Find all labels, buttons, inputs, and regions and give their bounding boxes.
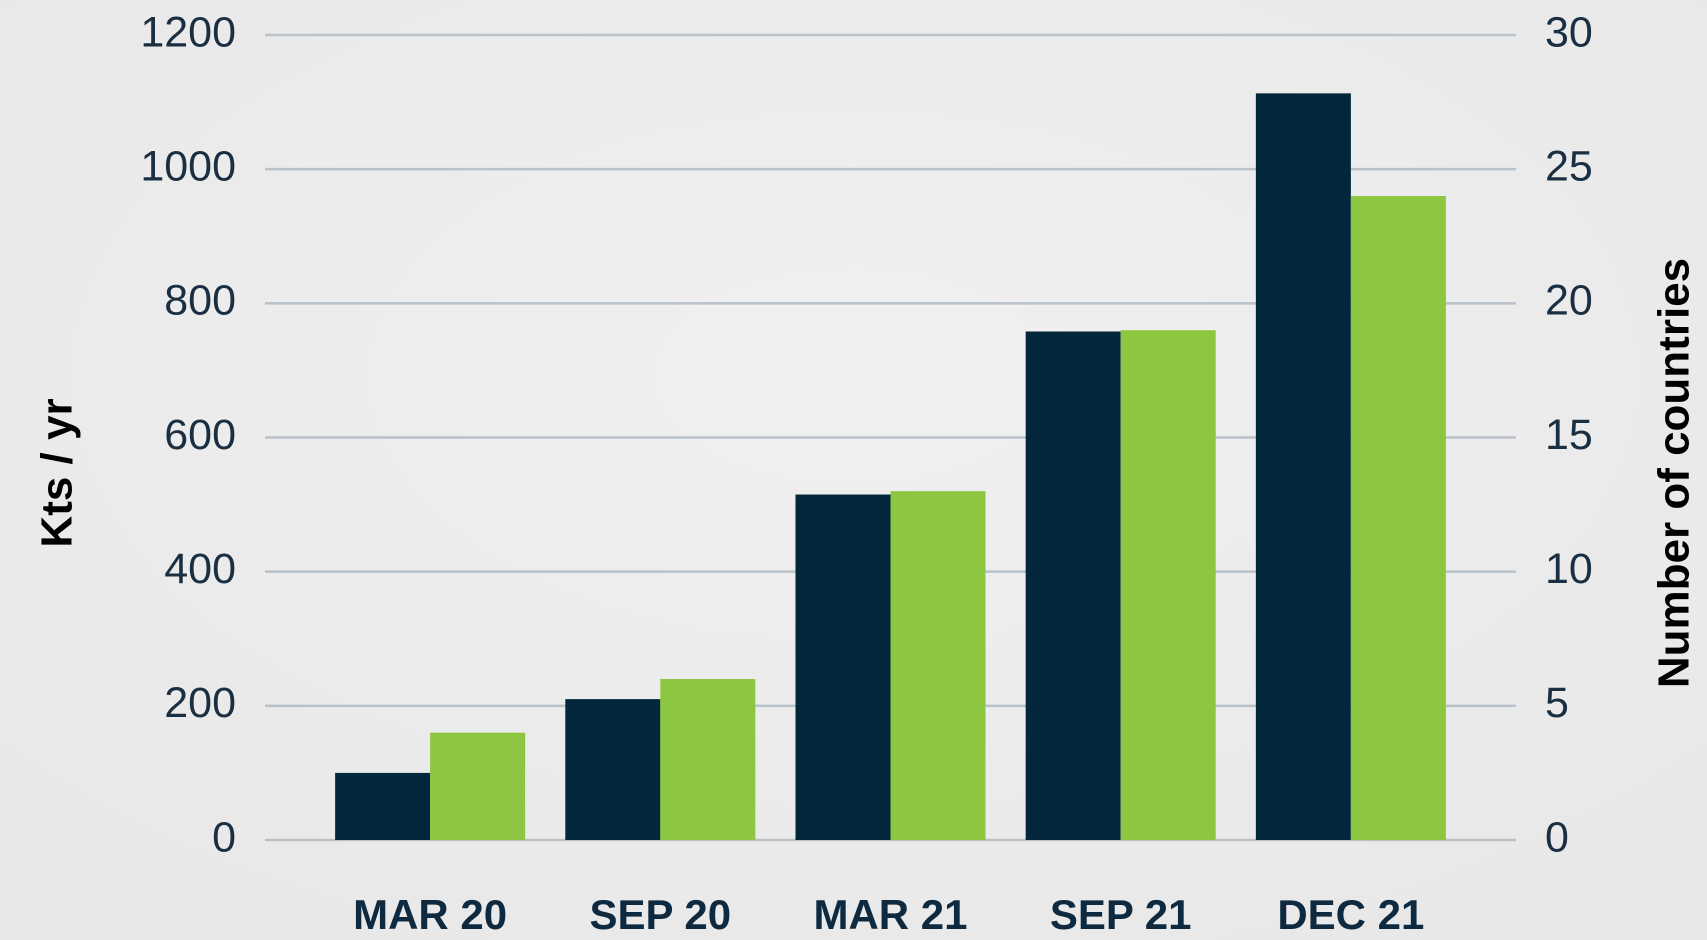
bar (430, 732, 526, 840)
bar (565, 699, 661, 840)
y-tick-label: 0 (212, 813, 236, 861)
bar (890, 491, 986, 840)
y2-tick-label: 15 (1545, 411, 1593, 459)
bar (1255, 93, 1351, 841)
bar (795, 494, 891, 840)
y2-tick-label: 30 (1545, 8, 1593, 56)
y2-tick-label: 5 (1545, 679, 1569, 727)
y2-axis-label: Number of countries (1650, 258, 1699, 688)
y-axis-label: Kts / yr (33, 398, 82, 547)
y-tick-label: 1200 (140, 8, 236, 56)
y2-tick-label: 0 (1545, 813, 1569, 861)
x-tick-label: SEP 20 (589, 891, 731, 938)
y-tick-label: 600 (164, 411, 236, 459)
y-tick-label: 800 (164, 277, 236, 325)
x-tick-label: MAR 20 (353, 891, 507, 938)
y-tick-label: 400 (164, 545, 236, 593)
bar (335, 772, 431, 840)
bar (1025, 331, 1121, 840)
y-tick-label: 200 (164, 679, 236, 727)
x-tick-label: DEC 21 (1277, 891, 1424, 938)
y2-tick-label: 25 (1545, 143, 1593, 191)
x-tick-label: MAR 21 (813, 891, 967, 938)
y-tick-label: 1000 (140, 143, 236, 191)
y2-tick-label: 20 (1545, 277, 1593, 325)
bar (660, 679, 756, 840)
y2-tick-label: 10 (1545, 545, 1593, 593)
x-tick-label: SEP 21 (1050, 891, 1192, 938)
bar (1350, 196, 1446, 840)
bar (1120, 330, 1216, 840)
